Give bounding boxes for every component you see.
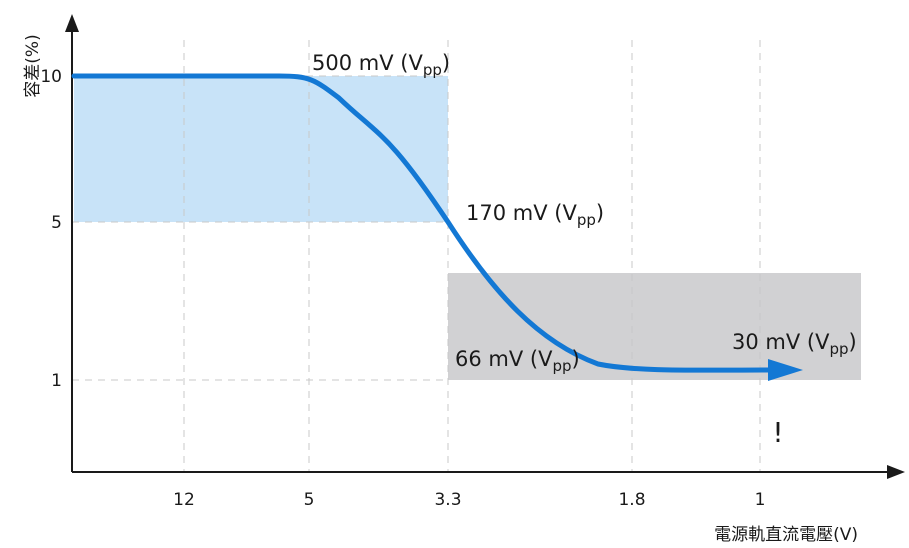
x-tick-label: 5 bbox=[304, 490, 315, 510]
annotation-30mv: 30 mV (Vpp) bbox=[732, 330, 857, 358]
axes bbox=[65, 14, 905, 479]
x-axis-label: 電源軌直流電壓(V) bbox=[714, 525, 858, 545]
annotation-66mv: 66 mV (Vpp) bbox=[455, 347, 580, 375]
annotation-500mv: 500 mV (Vpp) bbox=[312, 51, 450, 79]
warning-mark: ! bbox=[772, 416, 783, 449]
y-axis-arrow bbox=[65, 14, 79, 32]
x-tick-labels: 12 5 3.3 1.8 1 bbox=[173, 490, 765, 510]
x-axis-arrow bbox=[887, 465, 905, 479]
curve-arrowhead bbox=[768, 359, 803, 381]
x-tick-label: 12 bbox=[173, 490, 195, 510]
y-tick-label: 1 bbox=[51, 371, 62, 391]
y-tick-label: 5 bbox=[51, 213, 62, 233]
y-tick-labels: 10 5 1 bbox=[40, 67, 62, 391]
x-tick-label: 1.8 bbox=[618, 490, 645, 510]
y-tick-label: 10 bbox=[40, 67, 62, 87]
regions bbox=[74, 76, 861, 380]
tolerance-curve bbox=[71, 73, 773, 373]
annotation-170mv: 170 mV (Vpp) bbox=[466, 201, 604, 229]
x-tick-label: 3.3 bbox=[434, 490, 461, 510]
region-1 bbox=[448, 273, 861, 380]
y-axis-label: 容差(%) bbox=[23, 34, 43, 97]
curve-group bbox=[71, 73, 803, 381]
x-tick-label: 1 bbox=[755, 490, 766, 510]
region-0 bbox=[74, 76, 448, 222]
